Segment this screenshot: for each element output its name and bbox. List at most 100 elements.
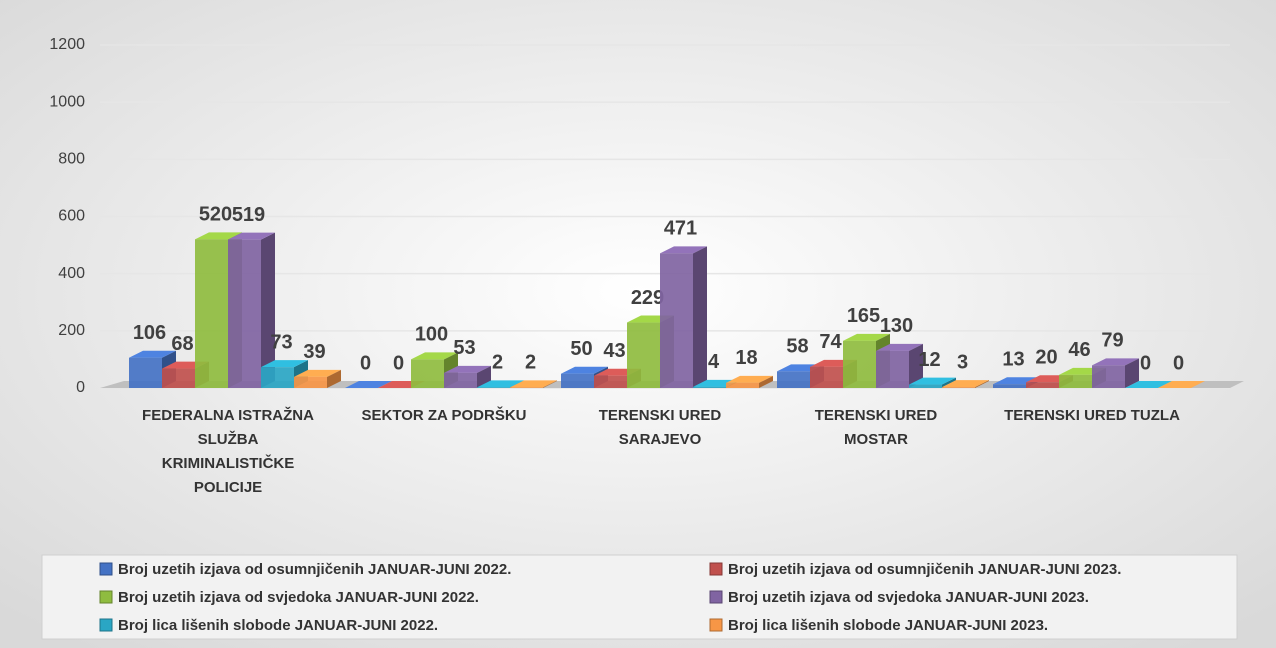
y-tick-label: 800 — [58, 151, 85, 168]
data-label: 106 — [133, 322, 166, 344]
bar — [777, 371, 810, 388]
bar — [195, 239, 228, 388]
y-tick-label: 0 — [76, 379, 85, 396]
bar-side — [327, 369, 341, 388]
data-label: 130 — [880, 315, 913, 337]
legend-label: Broj uzetih izjava od osumnjičenih JANUA… — [118, 561, 511, 578]
bar-top — [261, 360, 308, 368]
data-label: 46 — [1068, 339, 1090, 361]
y-tick-label: 1000 — [49, 93, 85, 110]
data-label: 39 — [303, 341, 325, 363]
bar-top — [510, 380, 557, 388]
data-label: 0 — [360, 352, 371, 374]
bar-top — [726, 375, 773, 383]
bar-top — [942, 380, 989, 388]
bar — [477, 387, 510, 388]
legend-swatch — [99, 590, 113, 604]
data-label: 519 — [232, 204, 265, 226]
y-tick-label: 600 — [58, 208, 85, 225]
data-label: 4 — [708, 351, 720, 373]
bar-top — [228, 232, 275, 240]
data-label: 58 — [786, 336, 808, 358]
data-label: 0 — [1140, 352, 1151, 374]
bar — [510, 387, 543, 388]
data-label: 13 — [1002, 349, 1024, 371]
bar-top — [1158, 381, 1205, 388]
data-label: 74 — [819, 331, 842, 353]
data-label: 73 — [270, 331, 292, 353]
legend-box — [41, 554, 1238, 640]
bar-side — [1125, 358, 1139, 388]
legend-swatch — [709, 562, 723, 576]
bar-side — [261, 232, 275, 388]
data-label: 43 — [603, 340, 625, 362]
bar — [261, 367, 294, 388]
data-label: 53 — [453, 337, 475, 359]
x-tick-label: SEKTOR ZA PODRŠKU — [361, 407, 527, 424]
bar — [693, 386, 726, 388]
bar-top — [294, 369, 341, 377]
y-tick-label: 1200 — [49, 36, 85, 53]
bar-top — [195, 232, 242, 240]
bar-top — [876, 343, 923, 351]
bar — [993, 384, 1026, 388]
data-label: 50 — [570, 338, 592, 360]
data-label: 165 — [847, 305, 880, 327]
bar-top — [444, 365, 491, 373]
data-label: 20 — [1035, 347, 1057, 369]
bar-top — [660, 246, 707, 254]
data-label: 0 — [393, 352, 404, 374]
bar — [810, 366, 843, 388]
bar-side — [975, 380, 989, 388]
x-tick-label: TERENSKI URED TUZLA — [1004, 407, 1180, 424]
data-label: 0 — [1173, 352, 1184, 374]
data-label: 2 — [525, 352, 536, 374]
bar — [411, 359, 444, 388]
legend-label: Broj uzetih izjava od osumnjičenih JANUA… — [728, 561, 1121, 578]
bar — [876, 350, 909, 388]
legend-label: Broj uzetih izjava od svjedoka JANUAR-JU… — [728, 589, 1089, 606]
x-tick-label: TERENSKI URED MOSTAR — [814, 407, 938, 448]
bar-top — [843, 333, 890, 341]
data-label: 12 — [918, 349, 940, 371]
x-tick-label: TERENSKI URED SARAJEVO — [598, 407, 722, 448]
bar — [1059, 374, 1092, 388]
y-tick-label: 400 — [58, 265, 85, 282]
bar — [594, 375, 627, 388]
bar — [162, 368, 195, 388]
data-label: 79 — [1101, 330, 1123, 352]
data-label: 229 — [631, 287, 664, 309]
bar — [726, 382, 759, 388]
bar — [843, 340, 876, 388]
bar-side — [693, 246, 707, 388]
bar-top — [1125, 381, 1172, 388]
bar-top — [411, 352, 458, 360]
legend-swatch — [99, 618, 113, 632]
data-label: 3 — [957, 351, 968, 373]
bar — [942, 387, 975, 388]
bar-top — [561, 366, 608, 374]
bar — [909, 384, 942, 388]
legend-swatch — [709, 618, 723, 632]
bar — [228, 239, 261, 388]
data-label: 68 — [171, 333, 193, 355]
y-tick-label: 200 — [58, 322, 85, 339]
data-label: 18 — [735, 347, 757, 369]
legend-label: Broj uzetih izjava od svjedoka JANUAR-JU… — [118, 589, 479, 606]
bar — [561, 373, 594, 388]
legend-swatch — [99, 562, 113, 576]
bar-side — [543, 380, 557, 388]
bar-top — [345, 381, 392, 388]
data-label: 100 — [415, 324, 448, 346]
bar — [294, 376, 327, 388]
data-label: 2 — [492, 352, 503, 374]
legend-label: Broj lica lišenih slobode JANUAR-JUNI 20… — [728, 617, 1048, 634]
bar — [129, 357, 162, 388]
bar-side — [909, 343, 923, 388]
data-label: 471 — [664, 218, 697, 240]
bar-top — [129, 350, 176, 358]
bar-top — [477, 380, 524, 388]
data-label: 520 — [199, 204, 232, 226]
legend-swatch — [709, 590, 723, 604]
